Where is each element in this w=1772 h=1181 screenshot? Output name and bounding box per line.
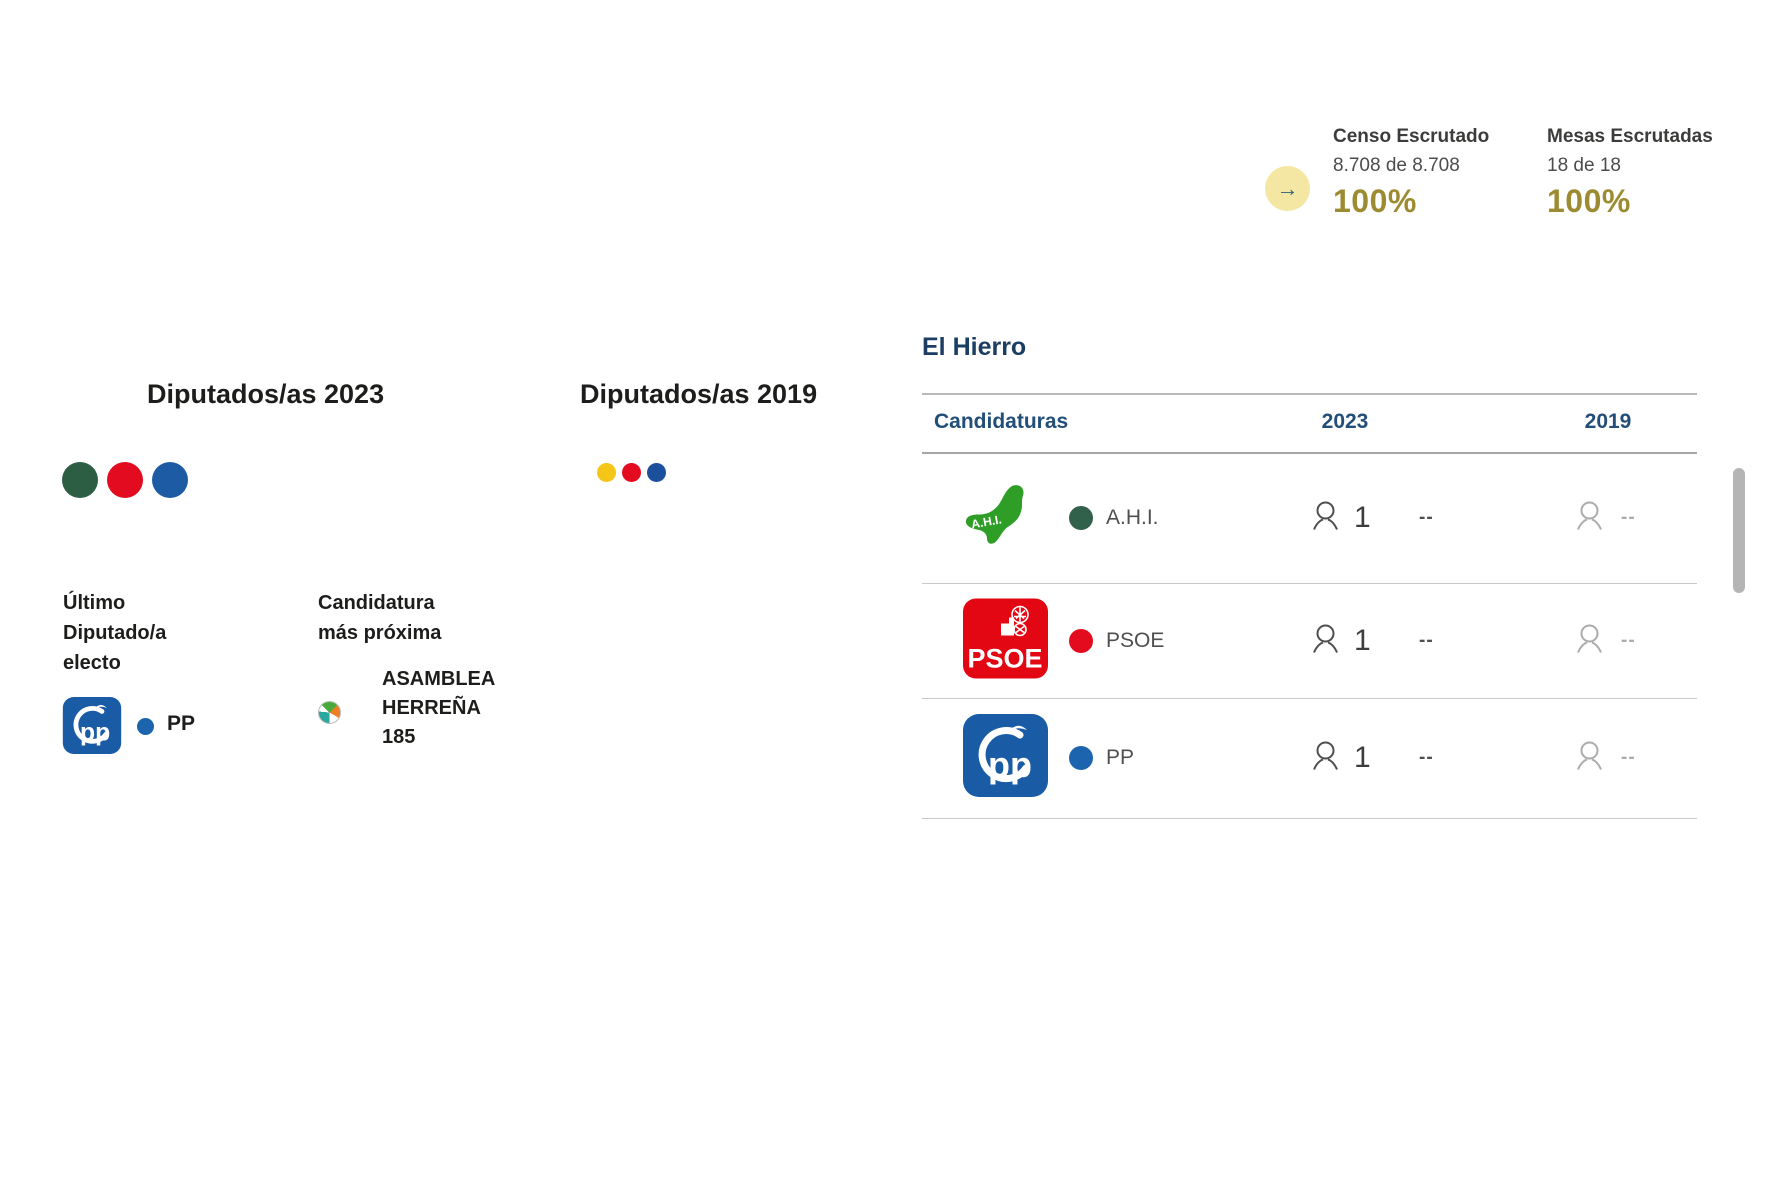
- ahi-party-logo: A.H.I.: [963, 484, 1043, 553]
- person-icon: [1312, 741, 1339, 776]
- party-color-dot: [1069, 746, 1093, 770]
- island-title: El Hierro: [922, 333, 1027, 361]
- person-icon-muted: [1576, 623, 1603, 658]
- candidatura-proxima-title: Candidatura más próxima: [318, 592, 442, 644]
- votes-2023-value: --: [1419, 747, 1434, 768]
- pp-logo-text: pp: [80, 719, 110, 746]
- column-header-candidaturas: Candidaturas: [934, 410, 1069, 433]
- person-icon: [1312, 623, 1339, 658]
- votes-2023-value: --: [1419, 507, 1434, 528]
- censo-percent: 100%: [1333, 183, 1417, 219]
- arrow-right-icon: →: [1276, 175, 1299, 201]
- seat-dot-pp-2019: [647, 463, 666, 482]
- candidatura-proxima-name: ASAMBLEA HERREÑA 185: [382, 668, 496, 748]
- person-icon-muted: [1576, 741, 1603, 776]
- seats-2023-value: 1: [1354, 623, 1371, 657]
- party-label: PSOE: [1106, 628, 1165, 652]
- votes-2023-value: --: [1419, 629, 1434, 651]
- seats-2019-value: --: [1621, 629, 1636, 651]
- table-row-ahi: A.H.I. A.H.I. 1 -- --: [922, 453, 1697, 583]
- divider: [922, 583, 1697, 584]
- column-header-2023: 2023: [1321, 410, 1369, 433]
- scrollbar-thumb[interactable]: [1733, 468, 1745, 593]
- mesas-percent: 100%: [1547, 183, 1631, 219]
- asamblea-herrena-logo: [318, 701, 341, 724]
- column-header-2019: 2019: [1584, 410, 1632, 433]
- divider: [922, 698, 1697, 699]
- censo-detail: 8.708 de 8.708: [1333, 155, 1460, 176]
- person-icon: [1312, 501, 1339, 536]
- seat-dot-pp: [152, 462, 188, 498]
- ultimo-diputado-title: Último Diputado/a electo: [63, 592, 167, 674]
- mesas-label: Mesas Escrutadas: [1547, 126, 1713, 147]
- mesas-detail: 18 de 18: [1547, 155, 1621, 176]
- person-icon-muted: [1576, 501, 1603, 536]
- party-label: A.H.I.: [1106, 506, 1159, 529]
- pp-logo-text: pp: [988, 744, 1032, 785]
- seat-dots-2019: [597, 463, 666, 482]
- seats-2023-value: 1: [1354, 501, 1371, 534]
- mesas-escrutadas-stat: Mesas Escrutadas 18 de 18 100%: [1547, 126, 1757, 220]
- ultimo-party-label: PP: [167, 712, 196, 735]
- pp-party-logo: pp: [963, 714, 1048, 802]
- seat-dot-agrupacion: [597, 463, 616, 482]
- seats-2019-value: --: [1621, 507, 1636, 528]
- seat-dot-psoe: [107, 462, 143, 498]
- table-row-psoe: PSOE PSOE 1 -- --: [922, 583, 1697, 698]
- seats-2023-value: 1: [1354, 741, 1371, 774]
- party-color-dot: [1069, 628, 1093, 653]
- party-color-dot: [1069, 506, 1093, 530]
- party-label: PP: [1106, 746, 1135, 769]
- divider: [922, 452, 1697, 454]
- psoe-party-logo: PSOE: [963, 598, 1048, 683]
- table-row-pp: pp PP 1 -- --: [922, 698, 1697, 818]
- expand-stats-button[interactable]: →: [1265, 166, 1310, 211]
- seat-dot-ahi: [62, 462, 98, 498]
- censo-escrutado-stat: Censo Escrutado 8.708 de 8.708 100%: [1333, 126, 1543, 220]
- seats-2019-value: --: [1621, 747, 1636, 768]
- psoe-logo-text: PSOE: [967, 643, 1042, 673]
- diputados-2019-title: Diputados/as 2019: [580, 379, 818, 409]
- diputados-2023-title: Diputados/as 2023: [147, 379, 385, 409]
- divider: [922, 393, 1697, 395]
- seat-dot-psoe-2019: [622, 463, 641, 482]
- seat-dots-2023: [62, 462, 188, 498]
- ultimo-party-dot: [137, 718, 154, 735]
- pp-party-logo: pp: [62, 697, 122, 759]
- censo-label: Censo Escrutado: [1333, 126, 1490, 147]
- ahi-logo-text: A.H.I.: [970, 512, 1003, 531]
- divider: [922, 818, 1697, 819]
